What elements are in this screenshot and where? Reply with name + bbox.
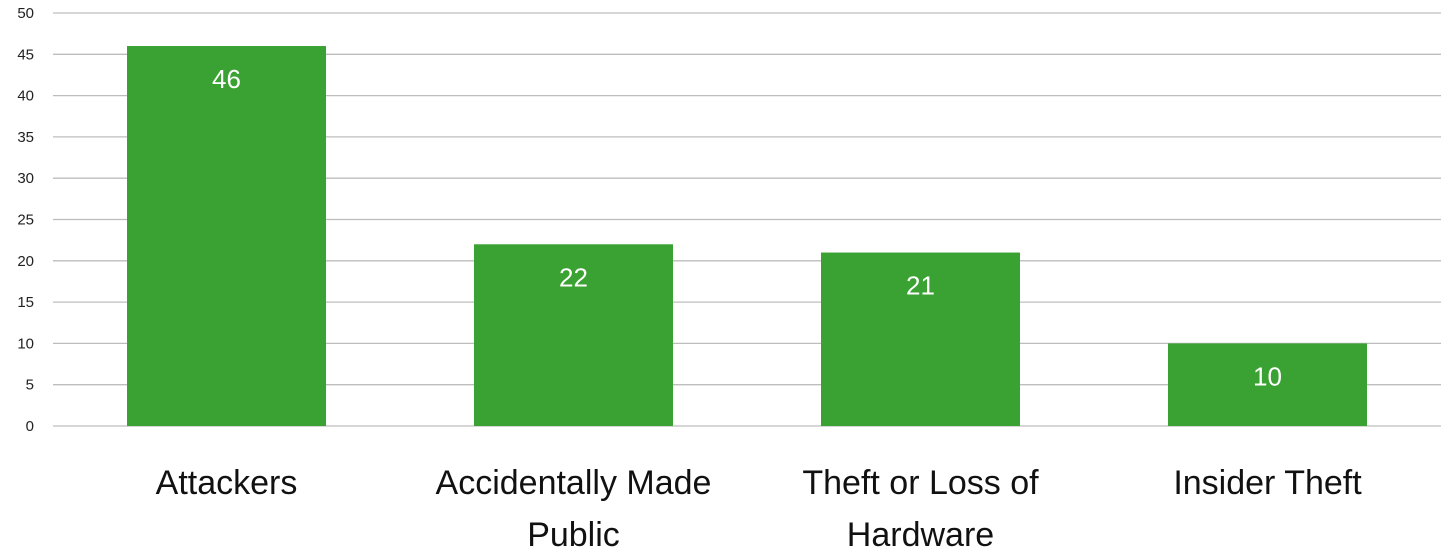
x-axis-category-labels: Attackers Accidentally Made Public Theft or… [156, 464, 1363, 550]
bars [127, 46, 1367, 426]
y-tick-label-20: 20 [17, 253, 34, 270]
y-tick-label-0: 0 [26, 418, 34, 435]
data-label-1: 46 [212, 64, 241, 94]
y-axis-tick-labels: 0 5 10 15 20 25 30 35 40 45 50 [17, 5, 34, 435]
category-label-4: Insider Theft [1173, 464, 1362, 502]
data-label-4: 10 [1253, 361, 1282, 391]
y-tick-label-5: 5 [26, 377, 34, 394]
category-label-3-line-1: Theft or Loss of [802, 464, 1039, 502]
data-label-3: 21 [906, 271, 935, 301]
y-tick-label-50: 50 [17, 5, 34, 22]
data-label-2: 22 [559, 262, 588, 292]
y-tick-label-10: 10 [17, 335, 34, 352]
category-label-1: Attackers [156, 464, 298, 502]
y-tick-label-15: 15 [17, 294, 34, 311]
bar-1 [127, 46, 326, 426]
y-tick-label-25: 25 [17, 212, 34, 229]
data-labels: 46 22 21 10 [212, 64, 1282, 391]
category-label-2-line-2: Public [527, 516, 620, 550]
y-tick-label-35: 35 [17, 129, 34, 146]
category-label-3-line-2: Hardware [847, 516, 994, 550]
y-tick-label-45: 45 [17, 46, 34, 63]
y-tick-label-30: 30 [17, 170, 34, 187]
y-tick-label-40: 40 [17, 88, 34, 105]
category-label-2-line-1: Accidentally Made [436, 464, 712, 502]
